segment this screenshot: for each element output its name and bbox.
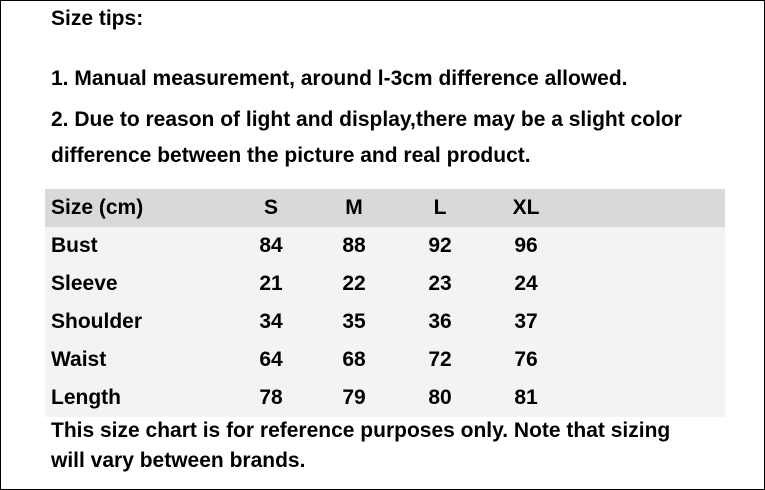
table-cell: 22 [342,272,366,295]
header-cell: Size (cm) [51,196,144,219]
header-cell: XL [512,196,540,219]
table-row: Waist 64 68 72 76 [45,341,725,379]
header-cell: M [345,196,363,219]
table-cell: 80 [428,386,452,409]
table-cell: 76 [514,348,538,371]
title: Size tips: [51,7,144,30]
header-cell: S [263,196,279,219]
table-cell: Length [51,386,121,409]
table-cell: 81 [514,386,538,409]
table-cell: 21 [259,272,283,295]
table-cell: Bust [51,234,98,257]
table-cell: 36 [428,310,452,333]
table-row: Bust 84 88 92 96 [45,227,725,265]
table-cell: Waist [51,348,107,371]
table-cell: 72 [428,348,452,371]
table-cell: Sleeve [51,272,118,295]
header-cell: L [433,196,447,219]
table-cell: 35 [342,310,366,333]
table-cell: 78 [259,386,283,409]
size-table: Size (cm) S M L XL Bust 84 88 92 96 Sleeve 21 22 23 24… [45,189,725,417]
header-row: Size (cm) S M L XL [45,189,725,227]
table-cell: 79 [342,386,366,409]
table-cell: 24 [514,272,538,295]
table-cell: 34 [259,310,283,333]
table-row: Sleeve 21 22 23 24 [45,265,725,303]
table-row: Length 78 79 80 81 [45,379,725,417]
table-cell: Shoulder [51,310,143,333]
table-cell: 64 [259,348,283,371]
table-cell: 88 [342,234,366,257]
table-row: Shoulder 34 35 36 37 [45,303,725,341]
table-cell: 23 [428,272,452,295]
table-cell: 37 [514,310,538,333]
table-cell: 92 [428,234,452,257]
footer: This size chart is for reference purpose… [51,419,671,472]
table-cell: 84 [259,234,283,257]
note: 1. Manual measurement, around l-3cm diff… [51,67,628,90]
table-cell: 96 [514,234,538,257]
table-cell: 68 [342,348,366,371]
note: 2. Due to reason of light and display,th… [51,108,682,167]
